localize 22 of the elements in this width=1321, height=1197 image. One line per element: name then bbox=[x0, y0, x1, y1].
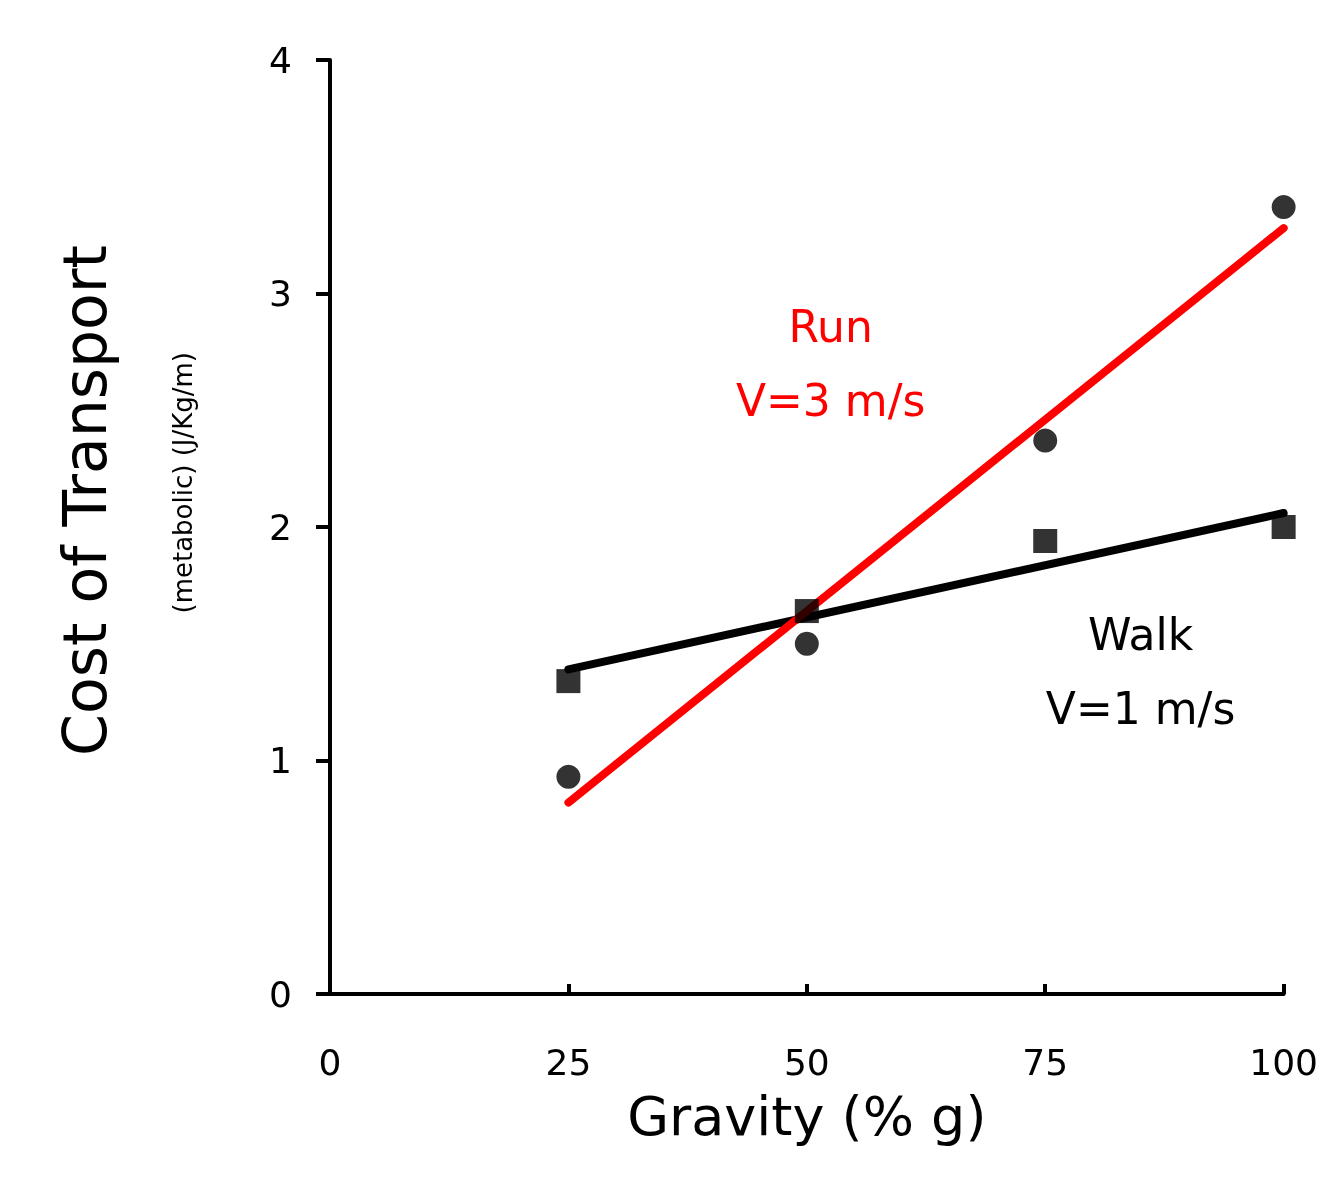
y-axis-title: Cost of Transport (metabolic) (J/Kg/m) bbox=[50, 244, 198, 756]
point bbox=[794, 631, 819, 656]
y-tick-label: 3 bbox=[269, 273, 292, 314]
y-tick-label: 4 bbox=[269, 39, 292, 81]
x-tick-label: 50 bbox=[783, 1041, 830, 1083]
y-tick-label: 2 bbox=[269, 506, 292, 548]
y-tick-label: 1 bbox=[269, 740, 292, 781]
point bbox=[1033, 428, 1058, 453]
point bbox=[556, 669, 581, 694]
point bbox=[1271, 195, 1296, 220]
point bbox=[1033, 529, 1058, 554]
point bbox=[556, 764, 581, 789]
x-tick-label: 0 bbox=[318, 1041, 342, 1083]
x-tick-label: 25 bbox=[545, 1041, 592, 1083]
point bbox=[1271, 515, 1296, 539]
y-tick-label: 0 bbox=[269, 973, 292, 1015]
annotation: Run V=3 m/s bbox=[735, 301, 926, 427]
x-tick-label: 75 bbox=[1022, 1041, 1069, 1083]
point bbox=[794, 599, 819, 624]
x-axis-title: Gravity (% g) bbox=[627, 1084, 987, 1148]
x-tick-label: 100 bbox=[1249, 1041, 1318, 1083]
annotation: Walk V=1 m/s bbox=[1045, 609, 1236, 735]
